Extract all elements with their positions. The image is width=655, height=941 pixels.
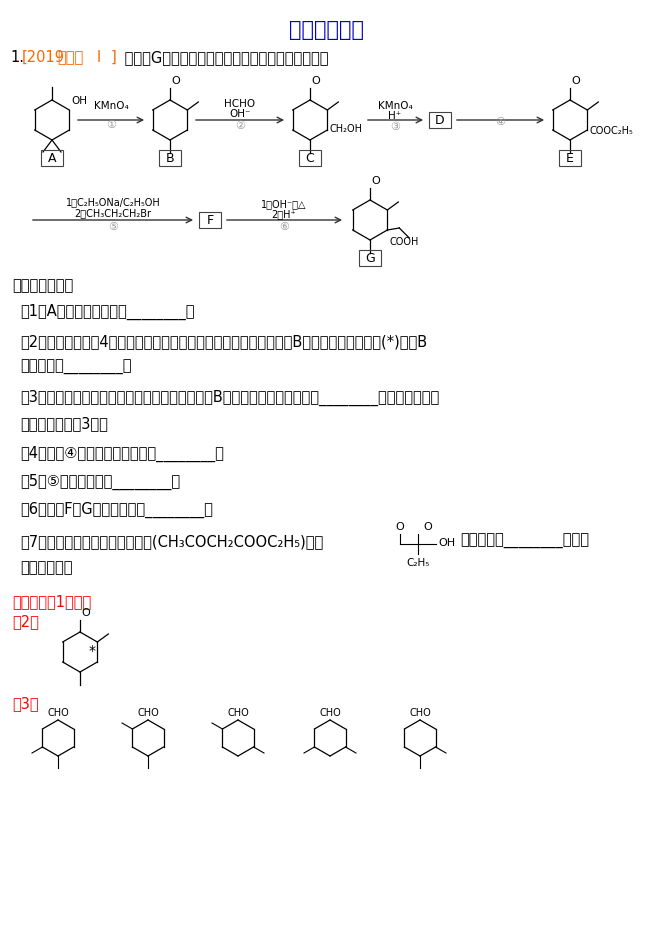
Text: （2）碳原子上连有4个不同的原子或基团时，该碳称为手性碳。写出B的结构简式，用星号(*)标出B: （2）碳原子上连有4个不同的原子或基团时，该碳称为手性碳。写出B的结构简式，用星… <box>20 334 427 349</box>
Text: F: F <box>206 214 214 227</box>
Text: KMnO₄: KMnO₄ <box>94 101 128 111</box>
Text: CHO: CHO <box>47 708 69 718</box>
Text: O: O <box>81 608 90 618</box>
Text: O: O <box>424 522 432 532</box>
Bar <box>559 150 581 166</box>
Text: （1）A中的官能团名称是________。: （1）A中的官能团名称是________。 <box>20 304 195 320</box>
Text: 1）OH⁻，△: 1）OH⁻，△ <box>261 199 307 209</box>
Bar <box>41 150 63 166</box>
Text: （2）: （2） <box>12 614 39 629</box>
Text: 异构，只需写出3个）: 异构，只需写出3个） <box>20 416 108 431</box>
Text: （6）写出F到G的反应方程式________。: （6）写出F到G的反应方程式________。 <box>20 502 213 518</box>
Text: H⁺: H⁺ <box>388 111 402 121</box>
Text: A: A <box>48 152 56 165</box>
Text: 中的手性碳________。: 中的手性碳________。 <box>20 360 132 375</box>
Text: ④: ④ <box>495 117 505 127</box>
Text: D: D <box>435 114 445 126</box>
Text: *: * <box>88 644 96 658</box>
Text: 2）H⁺: 2）H⁺ <box>272 209 296 219</box>
Bar <box>159 150 181 166</box>
Text: （3）: （3） <box>12 696 39 711</box>
Text: ②: ② <box>235 121 245 131</box>
Text: CHO: CHO <box>319 708 341 718</box>
Text: （7）设计由甲苯和乙酰乙酸乙酯(CH₃COCH₂COOC₂H₅)制备: （7）设计由甲苯和乙酰乙酸乙酯(CH₃COCH₂COOC₂H₅)制备 <box>20 534 324 549</box>
Text: 1）C₂H₅ONa/C₂H₅OH: 1）C₂H₅ONa/C₂H₅OH <box>66 197 160 207</box>
Text: OH: OH <box>438 538 455 548</box>
Text: KMnO₄: KMnO₄ <box>378 101 413 111</box>
Text: E: E <box>566 152 574 165</box>
Text: COOC₂H₅: COOC₂H₅ <box>590 126 633 136</box>
Text: （3）写出具有六元环结构、并能发生銀镜反应的B的同分异构体的结构简式________。（不考虑立体: （3）写出具有六元环结构、并能发生銀镜反应的B的同分异构体的结构简式______… <box>20 390 440 407</box>
Text: CH₂OH: CH₂OH <box>329 124 362 134</box>
Text: C: C <box>306 152 314 165</box>
Text: （4）反应④所需的试剂和条件是________。: （4）反应④所需的试剂和条件是________。 <box>20 446 224 462</box>
Text: 试剂任选）。: 试剂任选）。 <box>20 560 73 575</box>
Text: O: O <box>571 76 580 86</box>
Bar <box>429 112 451 128</box>
Text: G: G <box>365 251 375 264</box>
Text: O: O <box>311 76 320 86</box>
Bar <box>359 250 381 266</box>
Text: 2）CH₃CH₂CH₂Br: 2）CH₃CH₂CH₂Br <box>75 208 151 218</box>
Text: [2019: [2019 <box>22 50 65 65</box>
Text: 回答下列问题：: 回答下列问题： <box>12 278 73 293</box>
Text: ]: ] <box>111 50 117 65</box>
Text: OH: OH <box>71 96 87 106</box>
Text: （5）⑤的反应类型是________。: （5）⑤的反应类型是________。 <box>20 474 180 490</box>
Text: ⑤: ⑤ <box>108 222 118 232</box>
Text: 1.: 1. <box>10 50 24 65</box>
Text: B: B <box>166 152 174 165</box>
Text: 【答案】（1）羟基: 【答案】（1）羟基 <box>12 594 91 609</box>
Text: CHO: CHO <box>409 708 431 718</box>
Text: O: O <box>371 176 380 186</box>
Text: Ⅰ: Ⅰ <box>97 50 102 65</box>
Text: 新课标: 新课标 <box>57 50 83 65</box>
Text: CHO: CHO <box>137 708 159 718</box>
Text: OH⁻: OH⁻ <box>229 109 251 119</box>
Text: 化合物G是一种药物合成中间体，其合成路线如下：: 化合物G是一种药物合成中间体，其合成路线如下： <box>120 50 329 65</box>
Text: 有机化学基础: 有机化学基础 <box>290 20 364 40</box>
Text: ③: ③ <box>390 122 400 132</box>
Text: O: O <box>171 76 179 86</box>
Text: O: O <box>396 522 404 532</box>
Text: C₂H₅: C₂H₅ <box>406 558 430 568</box>
Text: ①: ① <box>106 120 116 130</box>
Text: COOH: COOH <box>389 237 419 247</box>
Text: CHO: CHO <box>227 708 249 718</box>
Text: HCHO: HCHO <box>225 99 255 109</box>
Text: 的合成路线________（无机: 的合成路线________（无机 <box>460 534 589 549</box>
Bar <box>299 150 321 166</box>
Bar <box>199 212 221 228</box>
Text: ⑥: ⑥ <box>279 222 289 232</box>
